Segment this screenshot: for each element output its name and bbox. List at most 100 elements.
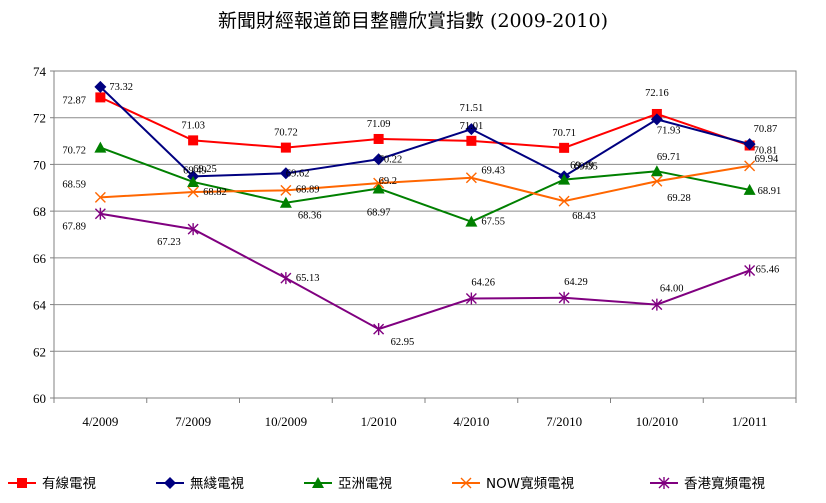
legend-label: 無綫電視 [190, 476, 244, 492]
data-label: 70.81 [754, 146, 778, 157]
data-point [373, 133, 384, 144]
data-label: 71.51 [460, 103, 484, 114]
data-label: 71.09 [367, 119, 391, 130]
data-point [95, 92, 106, 103]
data-label: 68.89 [296, 184, 320, 195]
data-label: 71.03 [181, 120, 205, 131]
data-point [187, 175, 200, 187]
data-point [744, 160, 756, 172]
data-point [280, 184, 292, 196]
data-point [651, 298, 663, 311]
data-label: 67.89 [62, 222, 86, 233]
data-label: 68.59 [62, 179, 86, 190]
x-tick-label: 7/2010 [546, 414, 582, 429]
legend: 有線電視 無綫電視 亞洲電視 NOW寬頻電視 香港寬頻電視 [8, 475, 765, 492]
data-point [280, 142, 291, 153]
data-label: 69.28 [667, 193, 691, 204]
data-label: 67.23 [157, 237, 181, 248]
data-label: 69.49 [183, 165, 207, 176]
data-point [650, 113, 663, 126]
data-point [94, 191, 106, 203]
series-5 [94, 207, 756, 336]
x-tick-label: 4/2009 [82, 414, 118, 429]
legend-marker [658, 477, 670, 489]
legend-marker [312, 477, 324, 488]
data-label: 73.32 [109, 82, 133, 93]
legend-item-2: 無綫電視 [156, 476, 244, 492]
x-tick-label: 7/2009 [175, 414, 211, 429]
series-4 [94, 160, 756, 207]
series-line [100, 146, 750, 223]
data-label: 71.93 [657, 125, 681, 136]
x-tick-label: 1/2011 [732, 414, 768, 429]
data-point [558, 173, 571, 185]
legend-item-1: 有線電視 [8, 476, 96, 492]
data-point [373, 177, 385, 189]
data-label: 70.72 [62, 146, 86, 157]
data-label: 64.00 [660, 284, 684, 295]
data-point [372, 182, 385, 194]
legend-label: NOW寬頻電視 [486, 475, 575, 492]
y-tick-label: 60 [33, 391, 46, 406]
data-point [743, 138, 756, 151]
data-label: 69.71 [657, 152, 681, 163]
y-tick-label: 64 [33, 298, 47, 313]
legend-label: 有線電視 [42, 476, 96, 492]
legend-marker [17, 478, 27, 488]
series-line [100, 164, 750, 203]
y-tick-label: 68 [33, 204, 46, 219]
y-tick-label: 74 [33, 64, 47, 79]
series-line [100, 212, 750, 331]
data-point [650, 165, 663, 177]
y-axis-ticks: 60 62 64 66 68 70 72 74 [33, 64, 54, 406]
data-point [373, 323, 385, 336]
legend-label: 香港寬頻電視 [684, 475, 765, 492]
data-point [188, 135, 199, 146]
data-point [558, 195, 570, 207]
data-label: 69.2 [379, 176, 397, 187]
data-point [279, 196, 292, 208]
data-label: 70.87 [754, 124, 778, 135]
y-tick-label: 66 [33, 251, 47, 266]
data-label: 68.43 [572, 211, 596, 222]
data-label: 68.82 [203, 187, 227, 198]
data-label: 64.29 [564, 277, 588, 288]
x-axis-ticks: 4/2009 7/2009 10/2009 1/2010 4/2010 7/2010 10/… [53, 398, 797, 429]
data-label: 70.71 [552, 128, 576, 139]
data-labels: 72.87 71.03 70.72 71.09 71.01 70.71 72.16 70.81… [62, 82, 781, 348]
data-point [465, 215, 478, 227]
data-point [466, 135, 477, 146]
data-point [465, 123, 478, 136]
data-label: 71.01 [460, 121, 484, 132]
data-label: 72.87 [62, 95, 86, 106]
data-label: 69.94 [755, 154, 779, 165]
chart-title: 新聞財經報道節目整體欣賞指數 (2009-2010) [218, 10, 608, 32]
data-label: 65.13 [296, 273, 320, 284]
x-tick-label: 1/2010 [361, 414, 397, 429]
y-tick-label: 72 [33, 111, 46, 126]
data-label: 62.95 [391, 337, 415, 348]
legend-item-4: NOW寬頻電視 [452, 475, 575, 492]
data-label: 70.72 [274, 128, 298, 139]
x-tick-label: 10/2010 [636, 414, 679, 429]
data-point [280, 272, 292, 285]
y-tick-label: 62 [33, 344, 46, 359]
data-label: 69.35 [574, 162, 598, 173]
data-point [465, 172, 477, 184]
data-point [744, 264, 756, 277]
data-label: 68.36 [298, 211, 322, 222]
series-3 [94, 141, 756, 227]
data-label: 70.22 [379, 154, 403, 165]
data-label: 69.62 [286, 168, 310, 179]
data-point [743, 183, 756, 195]
series-line [99, 96, 750, 149]
data-label: 69.25 [193, 164, 217, 175]
data-point [558, 291, 570, 304]
data-point [372, 153, 385, 166]
data-label: 68.97 [367, 207, 391, 218]
data-point [94, 141, 107, 153]
gridlines [54, 117, 796, 352]
data-label: 69.43 [481, 166, 505, 177]
data-point [94, 207, 106, 220]
